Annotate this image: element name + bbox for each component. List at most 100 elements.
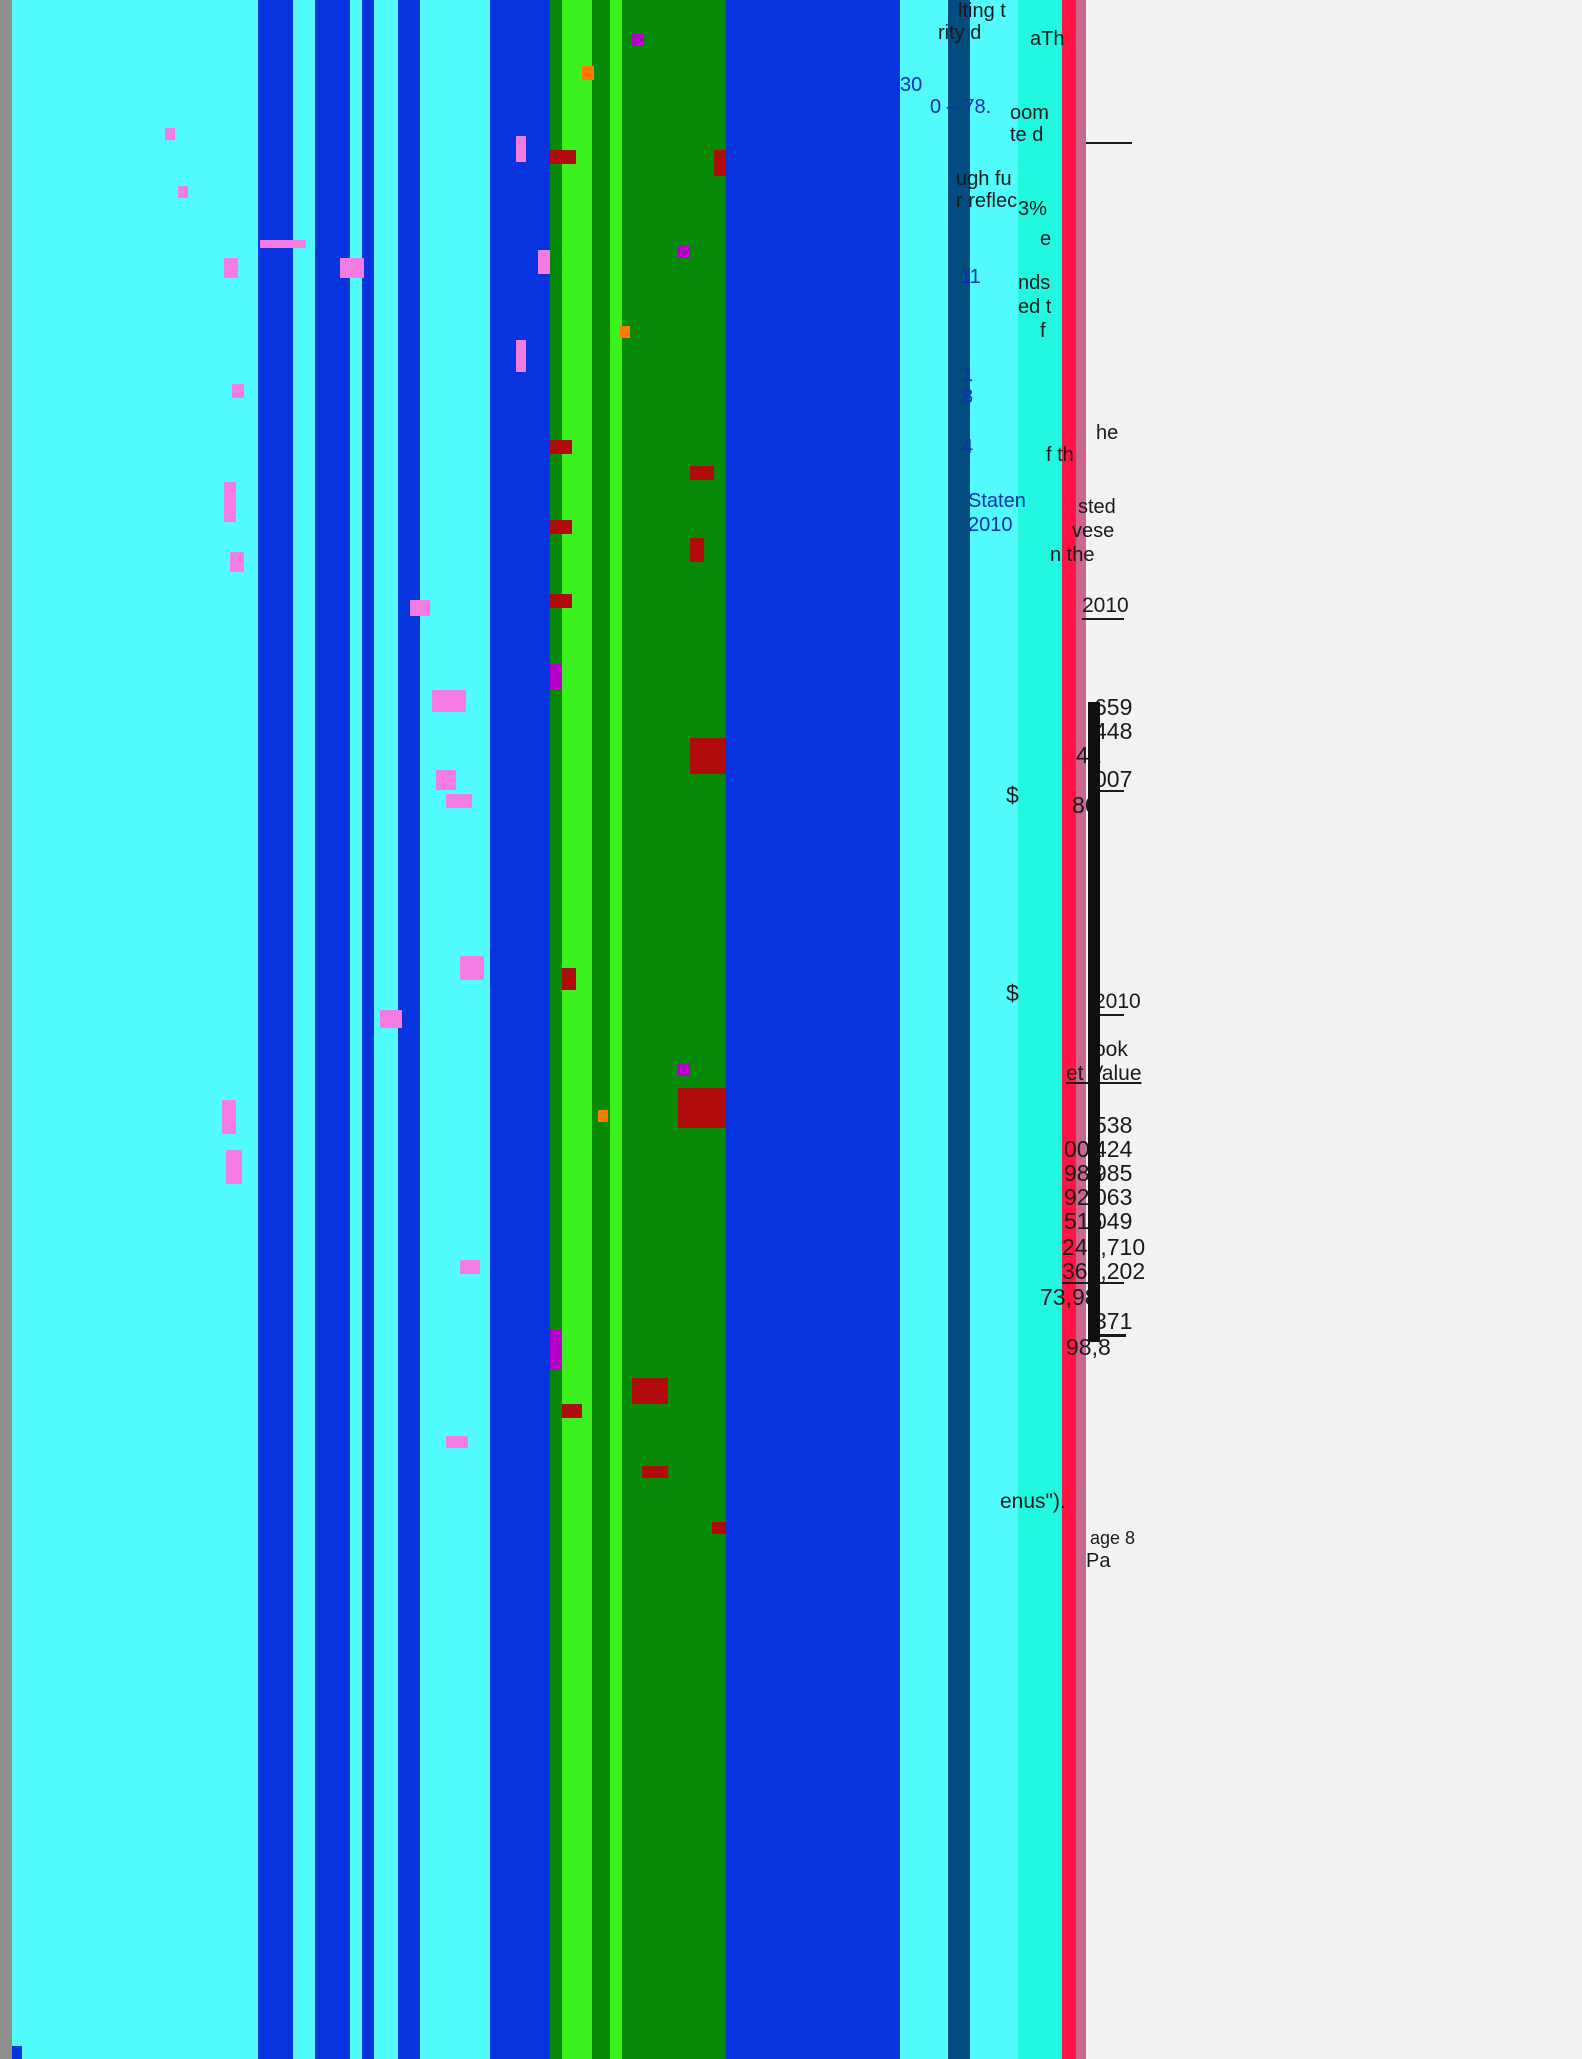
text-fragment: n the — [1050, 544, 1095, 566]
cyan-band — [374, 0, 398, 2059]
aqua-band — [1018, 0, 1062, 2059]
noise-pixel — [436, 770, 456, 790]
header-rule — [1094, 1014, 1124, 1016]
noise-pixel — [678, 1064, 690, 1076]
green-band — [592, 0, 610, 2059]
text-fragment: sted — [1078, 496, 1116, 518]
noise-pixel — [230, 552, 244, 572]
blue-band — [362, 0, 374, 2059]
noise-pixel — [380, 1010, 402, 1028]
text-fragment: he — [1096, 422, 1119, 444]
paper-band — [1086, 0, 1582, 2059]
text-fragment: 0 – 78. — [930, 96, 992, 118]
table-cell: 538 — [1094, 1112, 1133, 1138]
noise-pixel — [538, 250, 550, 274]
cyan-band — [420, 0, 490, 2059]
navy-band — [948, 0, 970, 2059]
blue-band — [315, 0, 350, 2059]
lime-band — [562, 0, 592, 2059]
noise-pixel — [460, 956, 484, 980]
noise-pixel — [562, 968, 576, 990]
cyan-band — [293, 0, 315, 2059]
text-fragment: Staten — [968, 490, 1026, 512]
noise-pixel — [550, 664, 562, 690]
noise-pixel — [562, 1404, 582, 1418]
text-fragment: 4 — [962, 436, 974, 458]
noise-pixel — [224, 258, 238, 278]
green-band — [622, 0, 726, 2059]
noise-pixel — [550, 150, 576, 164]
pink-band — [1076, 0, 1086, 2059]
text-fragment: enus"). — [1000, 1490, 1066, 1513]
noise-pixel — [224, 482, 236, 522]
noise-pixel — [222, 1100, 236, 1134]
noise-pixel — [598, 1110, 608, 1122]
noise-pixel — [410, 600, 430, 616]
cyan-band — [970, 0, 1018, 2059]
table-cell: 242,710 — [1062, 1234, 1146, 1260]
text-fragment: 30 — [900, 74, 923, 96]
text-fragment: aTh — [1030, 28, 1065, 50]
table-cell: 659 — [1094, 694, 1133, 720]
text-fragment: 2010 — [968, 514, 1013, 536]
noise-pixel — [516, 136, 526, 162]
noise-pixel — [678, 246, 690, 258]
noise-pixel — [550, 1330, 562, 1370]
text-fragment: r reflec — [956, 190, 1018, 212]
column-header: et Value — [1066, 1062, 1142, 1085]
noise-pixel — [226, 1150, 242, 1184]
text-fragment: nds — [1018, 272, 1051, 294]
marker — [12, 2046, 22, 2059]
noise-pixel — [340, 258, 364, 278]
blue-band — [258, 0, 293, 2059]
cyan-band — [350, 0, 362, 2059]
text-fragment: 11 — [960, 266, 981, 288]
table-cell: 007 — [1094, 766, 1133, 792]
column-header: ook — [1094, 1038, 1128, 1061]
total-rule — [1094, 790, 1124, 792]
total-rule — [1090, 1334, 1126, 1337]
noise-pixel — [550, 520, 572, 534]
noise-pixel — [550, 594, 572, 608]
page-number: age 8 — [1090, 1528, 1136, 1548]
table-cell: 063 — [1094, 1184, 1133, 1210]
noise-pixel — [632, 34, 644, 46]
text-fragment: oom — [1010, 102, 1049, 124]
text-fragment: 1 — [962, 364, 974, 386]
text-fragment: f — [1040, 320, 1046, 342]
header-rule — [1086, 142, 1132, 144]
text-fragment: ed t — [1018, 296, 1052, 318]
cyan-band — [12, 0, 258, 2059]
text-fragment: 8 — [962, 386, 974, 408]
text-fragment: rity d — [938, 22, 982, 44]
table-cell: 424 — [1094, 1136, 1133, 1162]
noise-pixel — [714, 150, 726, 176]
table-cell: 448 — [1094, 718, 1133, 744]
noise-pixel — [178, 186, 188, 198]
noise-pixel — [232, 384, 244, 398]
green-band — [550, 0, 562, 2059]
cyan-band — [900, 0, 948, 2059]
noise-pixel — [260, 240, 306, 248]
text-fragment: te d — [1010, 124, 1044, 146]
noise-pixel — [165, 128, 175, 140]
red-band — [1062, 0, 1076, 2059]
blue-band — [398, 0, 420, 2059]
noise-pixel — [446, 794, 472, 808]
year-label: 2010 — [1082, 594, 1129, 617]
table-cell: 985 — [1094, 1160, 1133, 1186]
table-cell: 049 — [1094, 1208, 1133, 1234]
noise-pixel — [690, 738, 726, 774]
header-rule — [1082, 618, 1124, 620]
noise-pixel — [516, 340, 526, 372]
text-fragment: e — [1040, 228, 1052, 250]
blue-band — [490, 0, 550, 2059]
noise-pixel — [550, 440, 572, 454]
year-label: 2010 — [1094, 990, 1141, 1013]
noise-pixel — [632, 1378, 668, 1404]
table-cell: 371 — [1094, 1308, 1133, 1334]
text-fragment: lting t — [958, 0, 1006, 22]
table-cell: 367,202 — [1062, 1258, 1146, 1284]
noise-pixel — [446, 1436, 468, 1448]
currency-symbol: $ — [1006, 980, 1019, 1006]
